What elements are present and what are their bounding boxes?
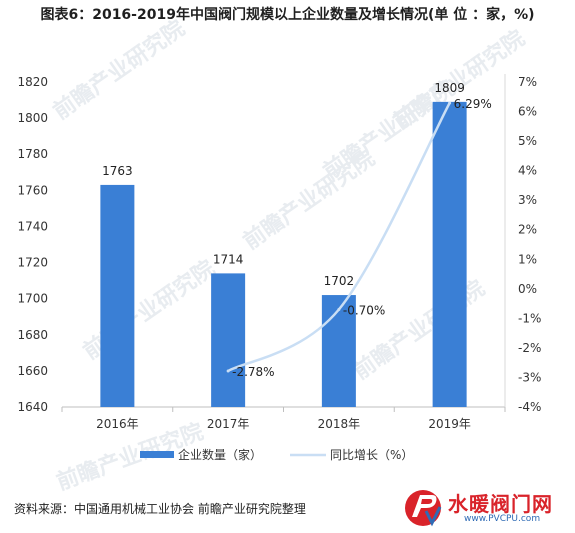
y-tick-label: 1660 [17, 364, 48, 378]
data-labels: 1763 1714 1702 1809 -2.78% -0.70% 6.29% [102, 81, 492, 379]
bar-value-label: 1702 [324, 274, 355, 288]
bar-value-label: 1763 [102, 164, 133, 178]
y-tick-label: 1700 [17, 292, 48, 306]
growth-line [226, 101, 452, 373]
logo-name: 水暖阀门网 [448, 492, 553, 516]
x-tick-label: 2018年 [318, 417, 361, 431]
y2-tick-label: -3% [518, 370, 541, 384]
x-tick-label: 2017年 [207, 417, 250, 431]
bar-4 [432, 101, 467, 407]
growth-value-label: -2.78% [232, 365, 274, 379]
y-tick-label: 1760 [17, 183, 48, 197]
logo-url: www.PVCPU.com [464, 514, 541, 524]
bars [100, 101, 467, 407]
chart-title: 图表6：2016-2019年中国阀门规模以上企业数量及增长情况(单 位 ：家，%… [40, 7, 535, 23]
y-tick-label: 1680 [17, 328, 48, 342]
y2-tick-label: 2% [518, 223, 537, 237]
y2-tick-label: -2% [518, 341, 541, 355]
y-tick-label: 1780 [17, 147, 48, 161]
x-tick-label: 2019年 [428, 417, 471, 431]
site-logo[interactable]: 水暖阀门网 www.PVCPU.com [402, 487, 572, 529]
y-tick-label: 1740 [17, 219, 48, 233]
bar-3 [321, 295, 356, 407]
growth-value-label: -0.70% [343, 304, 385, 318]
y-tick-label: 1720 [17, 256, 48, 270]
x-tick-label: 2016年 [96, 417, 139, 431]
growth-line-path [227, 102, 451, 373]
legend-line-label: 同比增长（%） [330, 448, 413, 462]
bar-value-label: 1809 [434, 81, 465, 95]
y2-tick-label: 6% [518, 105, 537, 119]
growth-point-4 [448, 101, 452, 105]
y2-tick-label: 1% [518, 252, 537, 266]
pv-logo-icon [405, 490, 442, 527]
watermark-text: 前瞻产业研究院 [349, 275, 490, 385]
growth-value-label: 6.29% [454, 97, 492, 111]
y2-tick-label: -4% [518, 400, 541, 414]
bar-1 [100, 184, 135, 407]
y2-tick-label: 7% [518, 75, 537, 89]
y2-tick-label: -1% [518, 311, 541, 325]
axes: 1640 1660 1680 1700 1720 1740 1760 1780 1800 1820… [17, 74, 541, 431]
watermark-text: 前瞻产业研究院 [49, 15, 190, 125]
y-tick-label: 1820 [17, 75, 48, 89]
legend: 企业数量（家） 同比增长（%） [140, 447, 413, 462]
source-note: 资料来源：中国通用机械工业协会 前瞻产业研究院整理 [14, 502, 306, 516]
y2-tick-label: 3% [518, 193, 537, 207]
legend-bar-swatch [140, 451, 174, 458]
bar-2 [211, 273, 246, 407]
y-tick-label: 1640 [17, 400, 48, 414]
growth-point-3 [337, 308, 341, 311]
watermark-text: 前瞻产业研究院 [79, 255, 220, 365]
growth-point-2 [226, 369, 230, 373]
y2-tick-label: 5% [518, 134, 537, 148]
y-tick-label: 1800 [17, 111, 48, 125]
y2-tick-label: 4% [518, 164, 537, 178]
bar-value-label: 1714 [213, 252, 244, 266]
y2-tick-label: 0% [518, 282, 537, 296]
legend-bar-label: 企业数量（家） [178, 447, 262, 462]
